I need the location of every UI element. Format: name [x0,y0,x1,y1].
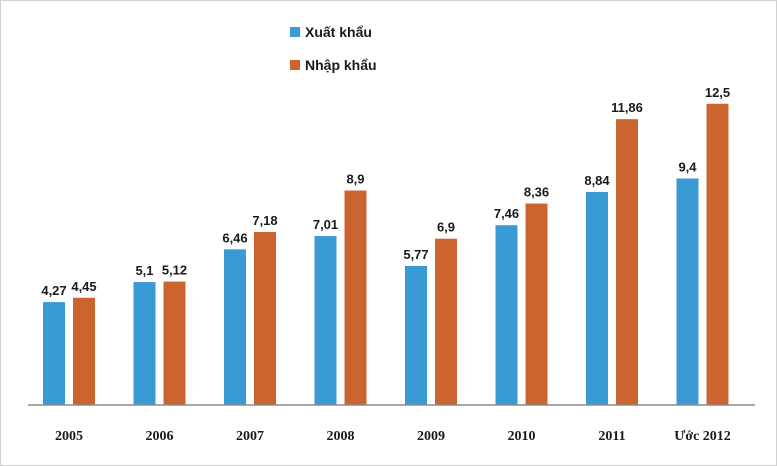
x-tick-label-4: 2009 [417,429,445,444]
import-value-label-6: 11,86 [611,100,643,115]
import-value-label-0: 4,45 [71,279,96,294]
export-bar-4 [405,265,427,405]
import-value-label-7: 12,5 [705,85,730,100]
export-bar-2 [224,249,246,405]
export-legend-label: Xuất khẩu [305,24,372,40]
x-tick-label-5: 2010 [508,429,536,444]
export-value-label-4: 5,77 [403,247,428,262]
x-tick-label-2: 2007 [236,429,264,444]
export-bar-0 [43,302,65,405]
export-value-label-1: 5,1 [135,263,153,278]
import-bar-0 [73,297,95,405]
x-tick-label-1: 2006 [146,429,174,444]
x-tick-label-0: 2005 [55,429,83,444]
export-bar-1 [133,282,156,405]
import-bar-5 [525,203,548,405]
x-tick-label-7: Ước 2012 [674,429,731,444]
x-tick-label-3: 2008 [327,429,355,444]
import-value-label-4: 6,9 [437,220,455,235]
import-legend-label: Nhập khẩu [305,57,377,73]
x-tick-labels-layer: 2005 2006 2007 2008 2009 2010 2011 Ước 2012 [55,429,731,444]
export-value-label-2: 6,46 [222,230,247,245]
import-bar-3 [344,190,367,405]
x-tick-label-6: 2011 [598,429,625,444]
import-value-label-1: 5,12 [162,263,187,278]
export-value-label-5: 7,46 [494,206,519,221]
export-value-label-7: 9,4 [678,159,697,174]
export-bar-5 [495,225,518,405]
export-bar-6 [586,191,608,405]
import-value-label-5: 8,36 [524,185,549,200]
export-value-label-6: 8,84 [584,173,610,188]
import-bar-4 [435,238,457,405]
import-value-label-2: 7,18 [252,213,277,228]
export-bar-7 [676,178,699,405]
export-value-label-3: 7,01 [313,217,338,232]
bars-layer [43,103,729,405]
import-bar-1 [163,281,186,405]
import-legend-swatch [290,60,300,70]
legend: Xuất khẩu Nhập khẩu [290,24,377,73]
import-value-label-3: 8,9 [346,172,364,187]
import-bar-7 [706,103,729,405]
export-bar-3 [314,236,337,405]
export-value-label-0: 4,27 [41,283,66,298]
import-bar-2 [254,231,276,405]
value-labels-layer: 4,27 4,45 5,1 5,12 6,46 7,18 7,01 8,9 5,77 6,9 7,4… [41,85,730,298]
import-bar-6 [616,119,638,405]
export-legend-swatch [290,27,300,37]
